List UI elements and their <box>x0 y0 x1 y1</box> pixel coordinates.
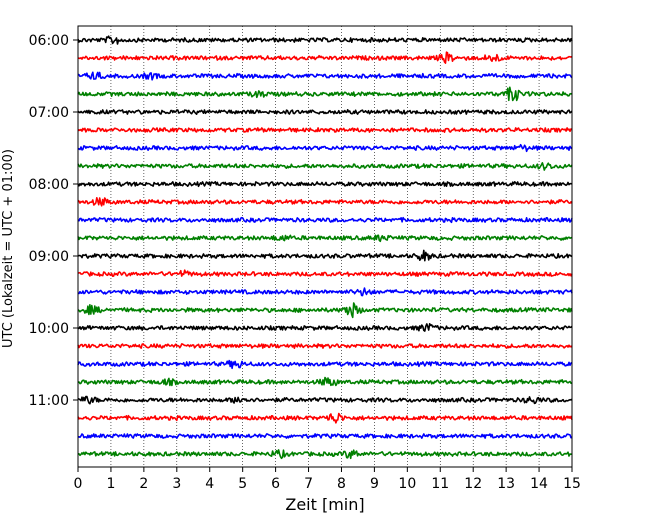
trace-1000 <box>77 323 573 332</box>
y-tick-label-1100: 11:00 <box>29 393 69 409</box>
x-tick-label-14: 14 <box>530 476 548 492</box>
x-tick-label-4: 4 <box>205 476 214 492</box>
trace-layer <box>77 35 573 460</box>
x-tick-label-9: 9 <box>370 476 379 492</box>
trace-0945 <box>77 302 573 319</box>
trace-1045 <box>77 376 573 387</box>
trace-0615 <box>77 51 573 64</box>
trace-1030 <box>77 359 573 370</box>
trace-1100 <box>77 395 573 405</box>
axis-layer: 0 1 2 3 4 5 6 7 8 9 10 11 12 13 14 1506:0007:0008:0009:… <box>29 33 581 492</box>
trace-0800 <box>77 181 573 188</box>
trace-1115 <box>77 412 573 424</box>
trace-1145 <box>77 449 573 460</box>
x-axis-label: Zeit [min] <box>285 495 364 514</box>
trace-0715 <box>77 127 573 133</box>
x-tick-label-11: 11 <box>431 476 449 492</box>
y-tick-label-0800: 08:00 <box>29 177 69 193</box>
x-tick-label-5: 5 <box>238 476 247 492</box>
x-tick-label-7: 7 <box>304 476 313 492</box>
x-tick-label-13: 13 <box>497 476 515 492</box>
x-tick-label-6: 6 <box>271 476 280 492</box>
trace-0745 <box>77 162 573 171</box>
trace-0915 <box>77 269 573 277</box>
x-tick-label-2: 2 <box>139 476 148 492</box>
y-axis-label: UTC (Lokalzeit = UTC + 01:00) <box>1 149 16 348</box>
trace-0845 <box>77 234 573 243</box>
trace-0600 <box>77 35 573 45</box>
trace-0930 <box>77 287 573 297</box>
x-tick-label-12: 12 <box>464 476 482 492</box>
x-tick-label-0: 0 <box>74 476 83 492</box>
x-tick-label-8: 8 <box>337 476 346 492</box>
trace-0630 <box>77 71 573 81</box>
trace-1130 <box>77 433 573 439</box>
y-tick-label-0900: 09:00 <box>29 249 69 265</box>
y-tick-label-0700: 07:00 <box>29 105 69 121</box>
grid-layer <box>110 26 540 467</box>
trace-0900 <box>77 249 573 262</box>
x-tick-label-15: 15 <box>563 476 581 492</box>
x-tick-label-3: 3 <box>172 476 181 492</box>
trace-0815 <box>77 197 573 207</box>
y-tick-label-0600: 06:00 <box>29 33 69 49</box>
trace-1015 <box>77 343 573 349</box>
y-tick-label-1000: 10:00 <box>29 321 69 337</box>
trace-0830 <box>77 216 573 224</box>
trace-0645 <box>77 86 573 102</box>
x-tick-label-1: 1 <box>106 476 115 492</box>
trace-0730 <box>77 143 573 153</box>
trace-0700 <box>77 109 573 115</box>
plot-frame <box>77 25 573 468</box>
x-tick-label-10: 10 <box>398 476 416 492</box>
